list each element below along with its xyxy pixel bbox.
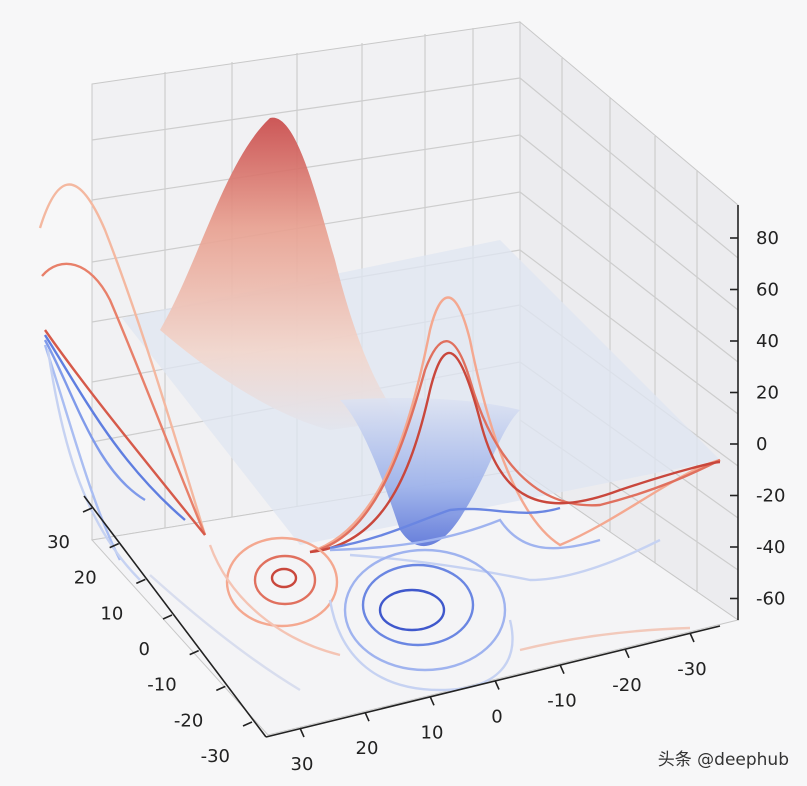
x-tick-label: 10 xyxy=(421,722,444,743)
axes xyxy=(83,205,739,738)
x-tick xyxy=(624,648,630,659)
z-tick-label: 0 xyxy=(756,434,767,455)
x-tick-label: -20 xyxy=(612,675,641,696)
z-axis-ticks xyxy=(730,237,738,600)
x-tick xyxy=(689,632,695,643)
x-axis-ticks xyxy=(299,632,695,738)
x-tick xyxy=(559,664,565,674)
surface-pit xyxy=(340,398,520,547)
surface-peak xyxy=(160,117,400,430)
y-tick xyxy=(109,542,119,549)
watermark: 头条 @deephub xyxy=(657,750,789,770)
y-tick-label: -10 xyxy=(147,675,176,696)
back-wall-contours xyxy=(309,296,721,582)
y-tick xyxy=(216,685,226,692)
x-tick-label: 0 xyxy=(491,707,502,728)
x-tick-label: -30 xyxy=(677,659,706,680)
x-tick xyxy=(364,711,370,722)
y-tick-label: 10 xyxy=(100,603,123,624)
y-tick xyxy=(136,578,146,585)
y-axis-ticks xyxy=(82,507,253,727)
x-tick-label: 30 xyxy=(291,754,314,775)
x-tick xyxy=(494,680,500,690)
z-axis-labels: 80 60 40 20 0 -20 -40 -60 xyxy=(756,228,785,610)
z-tick-label: -60 xyxy=(756,589,785,610)
y-tick-label: 30 xyxy=(47,532,70,553)
z-tick-label: 20 xyxy=(756,383,779,404)
x-tick-label: 20 xyxy=(356,738,379,759)
z-tick-label: 40 xyxy=(756,331,779,352)
y-tick-label: 0 xyxy=(139,639,150,660)
z-tick-label: -20 xyxy=(756,486,785,507)
y-tick-label: 20 xyxy=(74,568,97,589)
y-tick-label: -30 xyxy=(201,746,230,767)
x-tick xyxy=(429,696,435,706)
floor-contours xyxy=(149,536,691,692)
side-wall-contours xyxy=(38,183,207,581)
x-axis-labels: 30 20 10 0 -10 -20 -30 xyxy=(291,659,707,775)
x-tick xyxy=(299,727,305,738)
y-tick xyxy=(162,614,173,620)
z-tick-label: -40 xyxy=(756,537,785,558)
y-tick xyxy=(242,721,253,727)
z-tick-label: 80 xyxy=(756,228,779,249)
y-tick xyxy=(189,649,199,656)
y-tick xyxy=(82,507,93,513)
x-tick-label: -10 xyxy=(547,691,576,712)
y-tick-label: -20 xyxy=(174,710,203,731)
z-tick-label: 60 xyxy=(756,280,779,301)
